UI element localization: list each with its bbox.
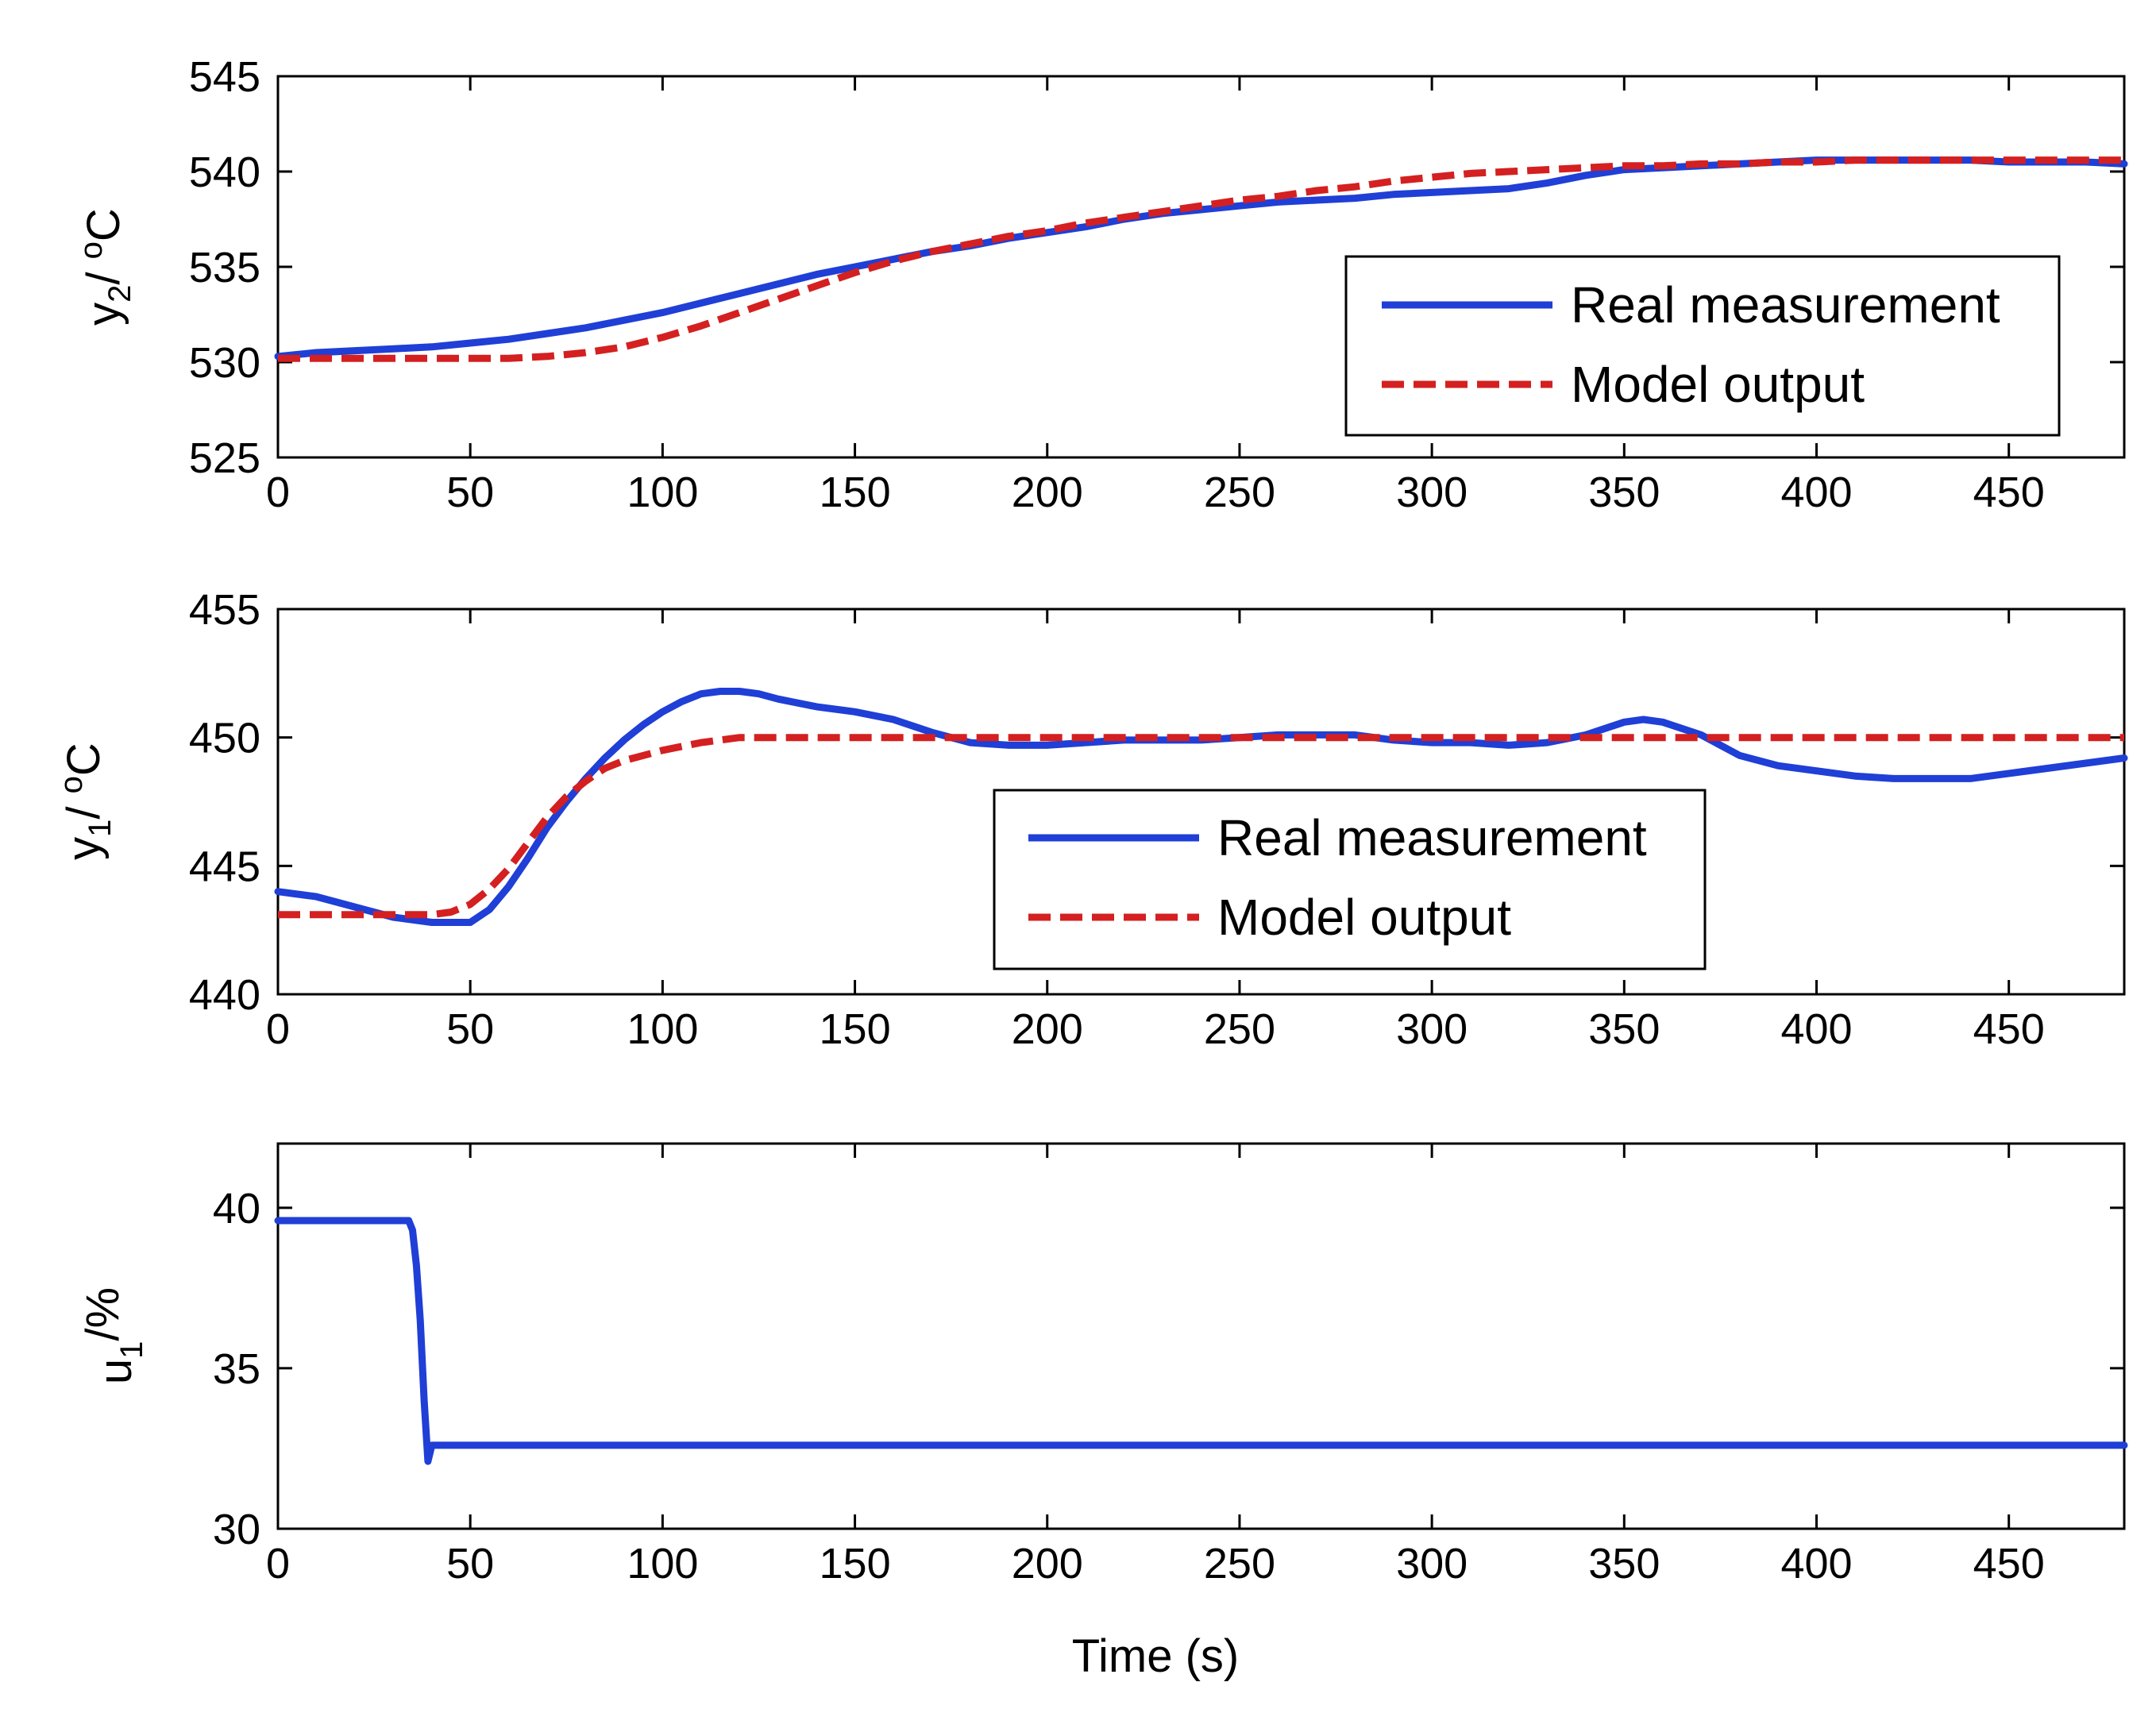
x-tick-label: 200	[1012, 469, 1083, 516]
x-tick-label: 300	[1396, 469, 1468, 516]
legend-label-real: Real measurement	[1571, 276, 2000, 334]
x-tick-label: 100	[627, 1005, 698, 1053]
series-line-u1	[274, 1217, 2128, 1465]
panel-u1: 0 50 100 150 200 250 300 350 400 450 30 35 40 u1/% T…	[77, 1142, 2128, 1682]
x-tick-label: 350	[1588, 1540, 1660, 1587]
x-tick-label: 200	[1012, 1540, 1083, 1587]
x-tick-label: 250	[1204, 469, 1275, 516]
y-tick-label: 535	[189, 244, 260, 291]
x-tick-label: 450	[1973, 469, 2045, 516]
x-tick-label: 100	[627, 1540, 698, 1587]
legend-label-real: Real measurement	[1217, 809, 1647, 866]
y-tick-label: 30	[213, 1506, 260, 1553]
tick-group: 0 50 100 150 200 250 300 350 400 450 30 35 40	[213, 1144, 2124, 1587]
series-group	[274, 688, 2128, 926]
plot-frame	[276, 1142, 2126, 1530]
x-tick-label: 350	[1588, 1005, 1660, 1053]
x-tick-label: 400	[1780, 469, 1852, 516]
legend-label-model: Model output	[1571, 356, 1865, 413]
x-axis-label: Time (s)	[1072, 1630, 1239, 1682]
y-tick-label: 545	[189, 53, 260, 101]
x-tick-label: 400	[1780, 1005, 1852, 1053]
panel-y2: 0 50 100 150 200 250 300 350 400 450 525 530 535 540 5…	[74, 53, 2128, 516]
y-tick-label: 440	[189, 971, 260, 1019]
y-tick-label: 40	[213, 1185, 260, 1233]
y-axis-label: y1/ oC	[54, 743, 118, 860]
unit-celsius: C	[58, 743, 110, 776]
degree-symbol: o	[54, 776, 89, 793]
series-group	[274, 1217, 2128, 1465]
y-axis-label: u1/%	[77, 1287, 149, 1384]
x-tick-label: 150	[820, 469, 891, 516]
x-tick-label: 400	[1780, 1540, 1852, 1587]
y-tick-label: 530	[189, 339, 260, 387]
tick-group: 0 50 100 150 200 250 300 350 400 450 525 530 535 540 5…	[189, 53, 2124, 516]
degree-symbol: o	[74, 241, 109, 259]
x-tick-label: 50	[446, 469, 494, 516]
x-tick-label: 50	[446, 1540, 494, 1587]
series-line-model-output	[278, 156, 2124, 362]
series-line-model-output	[278, 734, 2124, 919]
y-tick-label: 35	[213, 1345, 260, 1393]
panel-y1: 0 50 100 150 200 250 300 350 400 450440445450455 …	[54, 586, 2128, 1053]
unit-celsius: C	[78, 208, 129, 241]
series-line-real-measurement	[274, 688, 2128, 926]
plot-frame	[276, 608, 2126, 996]
x-tick-label: 250	[1204, 1540, 1275, 1587]
y-tick-label: 525	[189, 434, 260, 482]
x-tick-label: 150	[820, 1005, 891, 1053]
y-tick-label: 445	[189, 843, 260, 890]
x-tick-label: 300	[1396, 1540, 1468, 1587]
x-tick-label: 250	[1204, 1005, 1275, 1053]
y-axis-label: y2/ oC	[74, 208, 137, 326]
x-tick-label: 50	[446, 1005, 494, 1053]
legend-box	[993, 789, 1707, 970]
x-tick-label: 0	[266, 1540, 290, 1587]
legend-label-model: Model output	[1217, 889, 1511, 946]
x-tick-label: 300	[1396, 1005, 1468, 1053]
y-tick-label: 540	[189, 149, 260, 196]
y-tick-label: 450	[189, 715, 260, 762]
x-tick-label: 450	[1973, 1540, 2045, 1587]
x-tick-label: 450	[1973, 1005, 2045, 1053]
legend: Real measurement Model output	[1344, 255, 2061, 437]
legend-box	[1344, 255, 2061, 437]
x-tick-label: 350	[1588, 469, 1660, 516]
legend: Real measurement Model output	[993, 789, 1707, 970]
x-tick-label: 100	[627, 469, 698, 516]
x-tick-label: 0	[266, 469, 290, 516]
x-tick-label: 150	[820, 1540, 891, 1587]
series-group	[274, 156, 2128, 362]
y-tick-label: 455	[189, 586, 260, 634]
x-tick-label: 200	[1012, 1005, 1083, 1053]
x-tick-label: 0	[266, 1005, 290, 1053]
tick-group: 0 50 100 150 200 250 300 350 400 450 440 445 450 455	[189, 586, 2124, 1053]
